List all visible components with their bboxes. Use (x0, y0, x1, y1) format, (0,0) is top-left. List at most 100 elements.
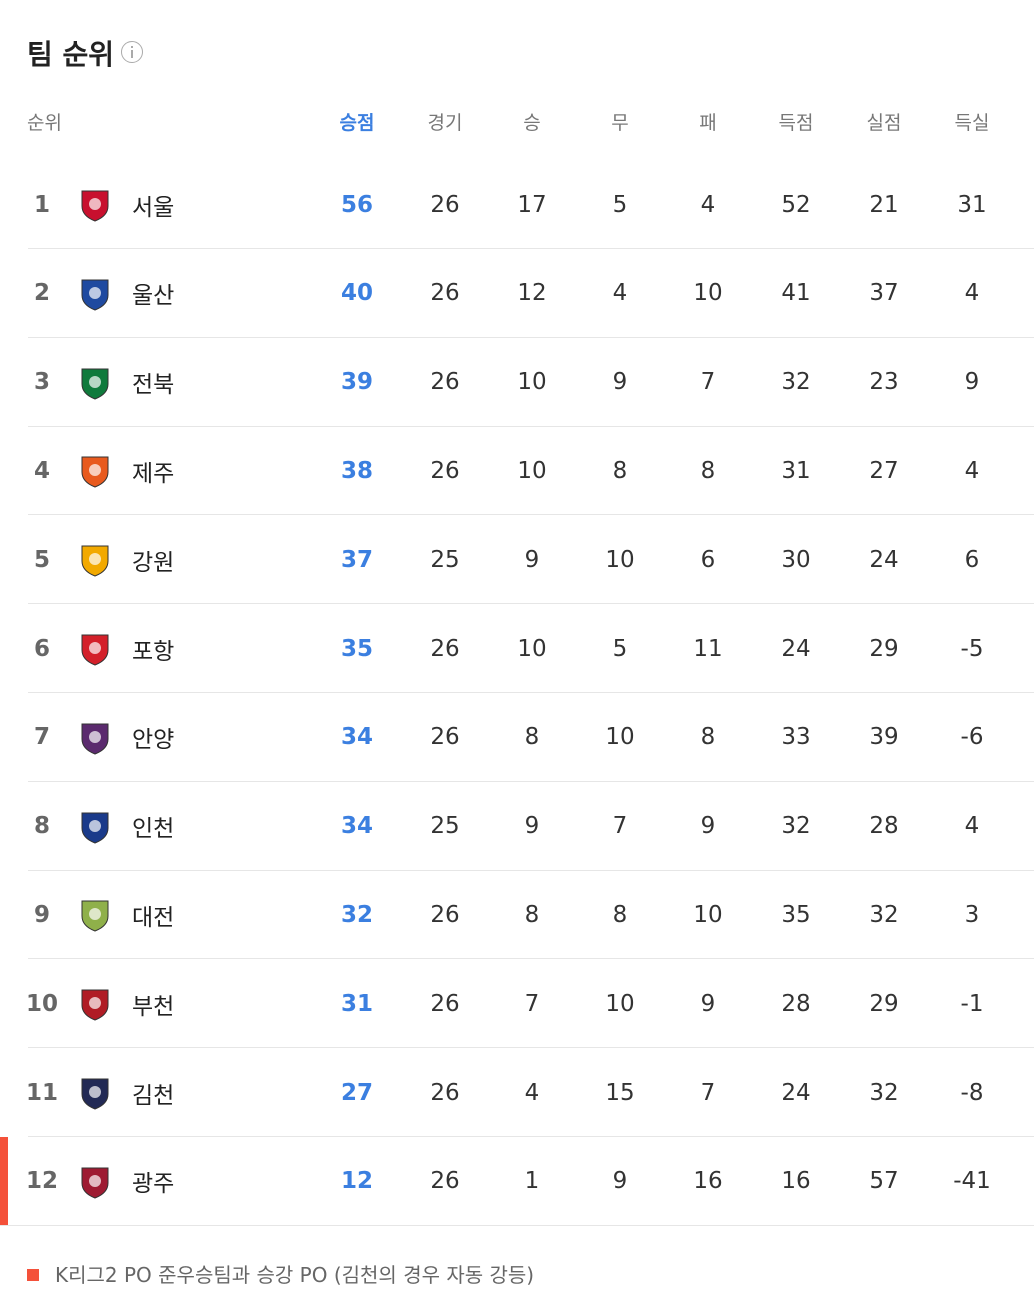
stat: 25 (430, 813, 460, 840)
stat: 26 (430, 457, 460, 484)
stat: 6 (964, 546, 980, 573)
stat: 4 (964, 813, 980, 840)
team-name: 포항 (132, 638, 175, 665)
stat: 4 (700, 191, 716, 218)
stat: 32 (869, 1079, 899, 1106)
stat: 7 (700, 369, 716, 396)
stat: 9 (524, 813, 540, 840)
team-logo (81, 456, 109, 488)
team-logo (81, 900, 109, 932)
stat: 27 (869, 457, 899, 484)
stat: 16 (693, 1168, 723, 1195)
table-row: 9 대전 32 26 8 8 10 35 32 3 (0, 870, 1034, 960)
stat: 10 (517, 457, 547, 484)
points: 35 (340, 635, 374, 662)
column-header: 득점 (778, 112, 814, 134)
row-separator (28, 603, 1034, 605)
rank: 10 (25, 990, 59, 1017)
points: 27 (340, 1079, 374, 1106)
column-header: 무 (611, 112, 629, 134)
row-separator (28, 336, 1034, 338)
rank: 8 (33, 813, 51, 840)
row-separator (28, 869, 1034, 871)
stat: 3 (964, 901, 980, 928)
stat: 33 (781, 724, 811, 751)
stat: -6 (960, 724, 984, 751)
row-separator (28, 425, 1034, 427)
stat: 41 (781, 280, 811, 307)
stat: 31 (781, 457, 811, 484)
stat: 9 (524, 546, 540, 573)
stat: 29 (869, 635, 899, 662)
stat: 26 (430, 724, 460, 751)
team-logo (81, 368, 109, 400)
stat: 25 (430, 546, 460, 573)
team-logo (81, 190, 109, 222)
stat: 26 (430, 1079, 460, 1106)
rank: 9 (33, 901, 51, 928)
stat: -8 (960, 1079, 984, 1106)
stat: 8 (700, 457, 716, 484)
stat: 4 (964, 280, 980, 307)
rank: 1 (33, 191, 51, 218)
stat: 9 (964, 369, 980, 396)
title: 팀 순위 (27, 38, 115, 71)
row-separator (28, 1136, 1034, 1137)
stat: 26 (430, 1168, 460, 1195)
table-row: 1 서울 56 26 17 5 4 52 21 31 (0, 160, 1034, 249)
stat: 29 (869, 990, 899, 1017)
stat: 9 (612, 369, 628, 396)
team-name: 안양 (132, 727, 175, 754)
row-separator (28, 958, 1034, 960)
stat: 26 (430, 901, 460, 928)
legend: K리그2 PO 준우승팀과 승강 PO (김천의 경우 자동 강등) (27, 1259, 534, 1288)
points: 34 (340, 813, 374, 840)
legend-label: K리그2 PO 준우승팀과 승강 PO (김천의 경우 자동 강등) (55, 1263, 535, 1287)
stat: 23 (869, 369, 899, 396)
stat: 26 (430, 280, 460, 307)
stat: 15 (605, 1079, 635, 1106)
stat: 8 (524, 724, 540, 751)
rank: 5 (33, 546, 51, 573)
stat: 4 (524, 1079, 540, 1106)
stat: 32 (781, 369, 811, 396)
stat: 31 (957, 191, 987, 218)
column-header: 순위 (27, 112, 62, 134)
stat: 10 (605, 546, 635, 573)
stat: -5 (960, 635, 984, 662)
zone-marker (0, 1136, 8, 1226)
row-separator (28, 780, 1034, 782)
stat: 5 (612, 635, 628, 662)
team-name: 울산 (132, 283, 175, 310)
legend-swatch (27, 1269, 39, 1281)
team-logo (81, 989, 109, 1021)
stat: 52 (781, 191, 811, 218)
points: 31 (340, 990, 374, 1017)
stat: 35 (781, 901, 811, 928)
stat: 4 (612, 280, 628, 307)
info-icon[interactable] (121, 41, 143, 63)
team-name: 광주 (132, 1171, 175, 1198)
stat: 4 (964, 457, 980, 484)
table-row: 11 김천 27 26 4 15 7 24 32 -8 (0, 1048, 1034, 1137)
stat: 16 (781, 1168, 811, 1195)
stat: 57 (869, 1168, 899, 1195)
column-header: 실점 (866, 112, 902, 134)
team-name: 김천 (132, 1082, 175, 1109)
stat: 8 (612, 901, 628, 928)
stat: 10 (605, 724, 635, 751)
table-row: 10 부천 31 26 7 10 9 28 29 -1 (0, 959, 1034, 1049)
team-name: 인천 (132, 816, 175, 843)
team-logo (81, 545, 109, 577)
stat: 7 (700, 1079, 716, 1106)
stat: 30 (781, 546, 811, 573)
stat: 9 (700, 990, 716, 1017)
points: 56 (340, 191, 374, 218)
stat: -41 (953, 1168, 991, 1195)
stat: 24 (781, 1079, 811, 1106)
stat: 7 (612, 813, 628, 840)
stat: 17 (517, 191, 547, 218)
table-row: 2 울산 40 26 12 4 10 41 37 4 (0, 249, 1034, 338)
points: 38 (340, 457, 374, 484)
